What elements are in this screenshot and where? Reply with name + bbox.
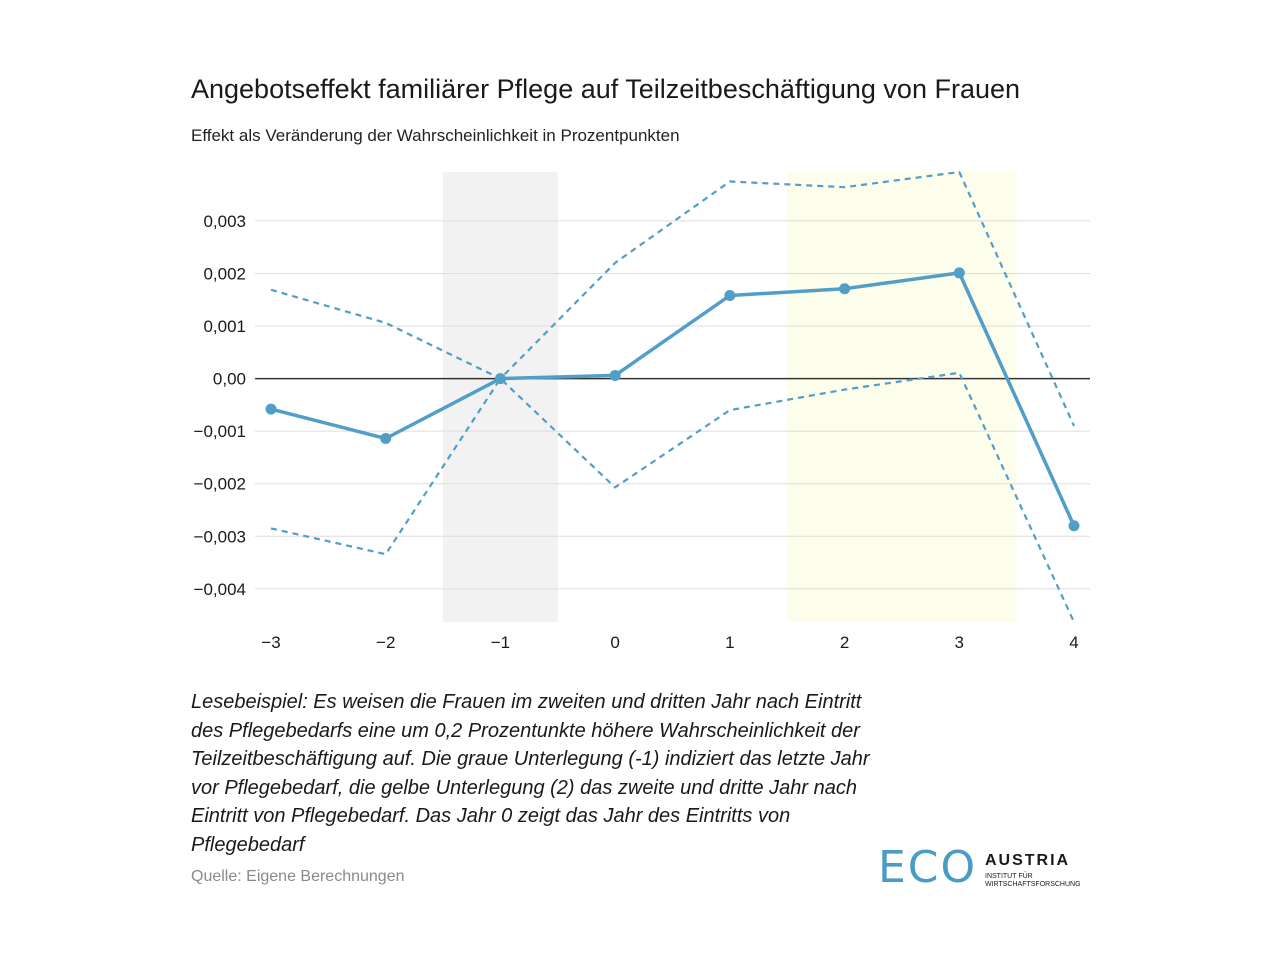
reading-example-note: Lesebeispiel: Es weisen die Frauen im zw… — [191, 691, 870, 856]
x-tick-label: −1 — [491, 633, 510, 652]
estimate-point — [380, 433, 392, 445]
logo-subtitle-line1: INSTITUT FÜR — [985, 873, 1033, 880]
estimate-point — [1068, 520, 1080, 532]
chart-title: Angebotseffekt familiärer Pflege auf Tei… — [191, 74, 1021, 104]
grey-highlight-band — [443, 172, 558, 622]
x-tick-label: 1 — [725, 633, 734, 652]
logo-eco-wordmark: ECO — [878, 842, 978, 893]
y-tick-label: 0,001 — [203, 317, 246, 336]
lower-bound-line — [270, 371, 1075, 623]
y-tick-label: −0,003 — [194, 527, 246, 546]
logo-subtitle: INSTITUT FÜR WIRTSCHAFTSFORSCHUNG — [985, 873, 1105, 889]
y-tick-label: −0,001 — [194, 422, 246, 441]
x-tick-label: −2 — [376, 633, 395, 652]
x-tick-label: 3 — [955, 633, 964, 652]
y-tick-label: 0,003 — [203, 212, 246, 231]
upper-bound-line — [270, 170, 1076, 427]
estimate-point — [953, 267, 965, 279]
estimate-point — [724, 290, 736, 302]
chart-subtitle: Effekt als Veränderung der Wahrscheinlic… — [191, 126, 680, 145]
x-tick-label: −3 — [261, 633, 280, 652]
yellow-highlight-band — [787, 172, 1017, 622]
logo-austria-text: AUSTRIA — [985, 852, 1071, 869]
x-tick-label: 2 — [840, 633, 849, 652]
line-chart: 0,003 0,002 0,001 0,00 −0,001 −0,002 −0,003 −0,… — [194, 170, 1090, 652]
x-tick-label: 4 — [1069, 633, 1078, 652]
eco-austria-logo: ECO AUSTRIA INSTITUT FÜR WIRTSCHAFTSFORS… — [878, 844, 1098, 892]
x-tick-label: 0 — [610, 633, 619, 652]
estimate-point — [609, 369, 621, 381]
y-tick-label: −0,002 — [194, 475, 246, 494]
y-tick-label: −0,004 — [194, 580, 246, 599]
logo-subtitle-line2: WIRTSCHAFTSFORSCHUNG — [985, 881, 1081, 888]
source-note: Quelle: Eigene Berechnungen — [191, 868, 405, 885]
estimate-point — [839, 283, 851, 295]
estimate-line — [270, 271, 1076, 527]
estimate-point — [265, 403, 277, 415]
y-tick-label: 0,002 — [203, 264, 246, 283]
y-tick-label: 0,00 — [213, 370, 246, 389]
